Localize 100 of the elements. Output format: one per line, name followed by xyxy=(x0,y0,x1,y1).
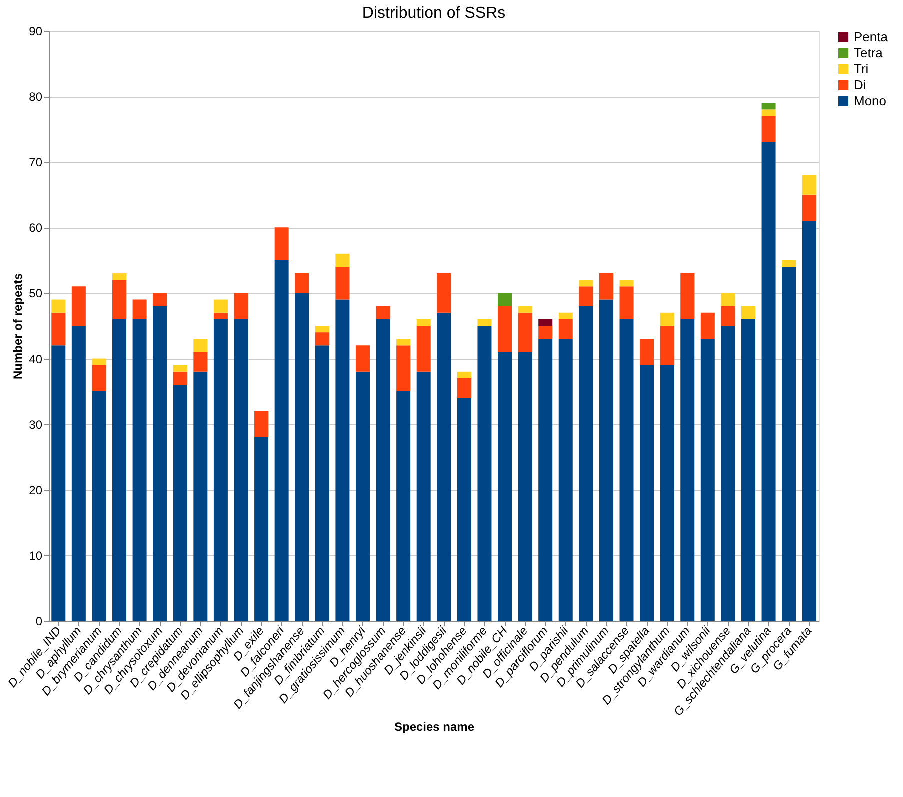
bar xyxy=(356,346,370,372)
bar xyxy=(721,293,736,306)
bar xyxy=(274,228,289,260)
bar xyxy=(416,319,431,326)
bar xyxy=(153,306,168,621)
bar xyxy=(741,306,756,320)
bar xyxy=(194,352,208,372)
bar xyxy=(112,274,127,280)
bar xyxy=(315,332,330,346)
bar xyxy=(315,346,330,621)
bar xyxy=(538,319,553,326)
bar xyxy=(640,365,654,621)
bar xyxy=(295,274,310,294)
y-tick-label: 30 xyxy=(29,418,43,432)
bar xyxy=(741,319,756,621)
bar xyxy=(214,312,228,320)
bar xyxy=(558,339,573,621)
bar xyxy=(599,300,614,621)
bar xyxy=(700,339,715,621)
x-axis-title: Species name xyxy=(394,720,475,734)
bar xyxy=(620,286,634,320)
bar xyxy=(295,293,310,621)
bar xyxy=(518,312,532,352)
bar xyxy=(153,293,168,306)
bar xyxy=(214,319,228,621)
bar xyxy=(376,306,390,320)
bar xyxy=(457,378,472,398)
bar xyxy=(762,142,776,621)
bar xyxy=(416,372,431,621)
bar xyxy=(498,306,512,352)
bar xyxy=(620,280,634,287)
bar xyxy=(538,326,553,340)
bar xyxy=(376,319,390,621)
y-tick-label: 70 xyxy=(29,156,43,170)
bar xyxy=(762,116,776,142)
bar xyxy=(762,103,776,110)
bar xyxy=(112,319,127,621)
bar xyxy=(599,274,614,300)
bar xyxy=(173,365,188,372)
bar xyxy=(254,411,269,438)
bar xyxy=(132,300,147,320)
y-tick-label: 10 xyxy=(29,548,43,563)
bar xyxy=(782,260,796,267)
bar xyxy=(579,306,594,621)
bar xyxy=(194,372,208,621)
bar xyxy=(396,392,411,621)
bar xyxy=(92,392,106,621)
bar xyxy=(52,346,66,621)
bar xyxy=(132,319,147,621)
bar xyxy=(72,326,86,621)
bar xyxy=(194,339,208,352)
bar xyxy=(396,339,411,346)
bar xyxy=(558,319,573,340)
bar xyxy=(416,326,431,372)
bar xyxy=(498,352,512,621)
bar xyxy=(356,372,370,621)
bar xyxy=(579,280,594,287)
bar xyxy=(437,274,452,313)
bar xyxy=(457,398,472,621)
bar xyxy=(396,346,411,392)
bar xyxy=(336,267,350,300)
bar xyxy=(234,293,248,320)
bar xyxy=(558,312,573,320)
legend-label: Mono xyxy=(854,94,887,108)
bar xyxy=(680,274,695,320)
bar xyxy=(72,286,86,326)
bar xyxy=(112,280,127,320)
bar xyxy=(457,372,472,378)
bar xyxy=(660,365,674,621)
bar xyxy=(52,312,66,346)
y-tick-label: 90 xyxy=(29,24,43,38)
y-tick-label: 60 xyxy=(29,221,43,236)
bar xyxy=(254,437,269,621)
bar xyxy=(214,300,228,313)
bar xyxy=(336,254,350,267)
bar xyxy=(92,358,106,366)
y-axis-title: Number of repeats xyxy=(11,273,26,380)
bar xyxy=(721,326,736,621)
bar xyxy=(518,352,532,621)
bar xyxy=(478,326,492,621)
bar xyxy=(538,339,553,621)
y-tick-label: 80 xyxy=(29,90,43,104)
bar xyxy=(762,110,776,116)
bar xyxy=(173,385,188,621)
bar xyxy=(700,312,715,340)
bar xyxy=(173,372,188,385)
bar xyxy=(640,339,654,366)
bar xyxy=(660,312,674,326)
bar xyxy=(92,365,106,392)
bar xyxy=(498,293,512,306)
bar xyxy=(782,267,796,621)
bar xyxy=(721,306,736,326)
bar xyxy=(315,326,330,333)
bar xyxy=(620,319,634,621)
y-tick-label: 0 xyxy=(36,614,43,628)
y-tick-label: 20 xyxy=(29,483,43,498)
legend-label: Tri xyxy=(854,62,869,76)
bar xyxy=(478,319,492,326)
bar xyxy=(336,300,350,621)
bar xyxy=(437,312,452,621)
